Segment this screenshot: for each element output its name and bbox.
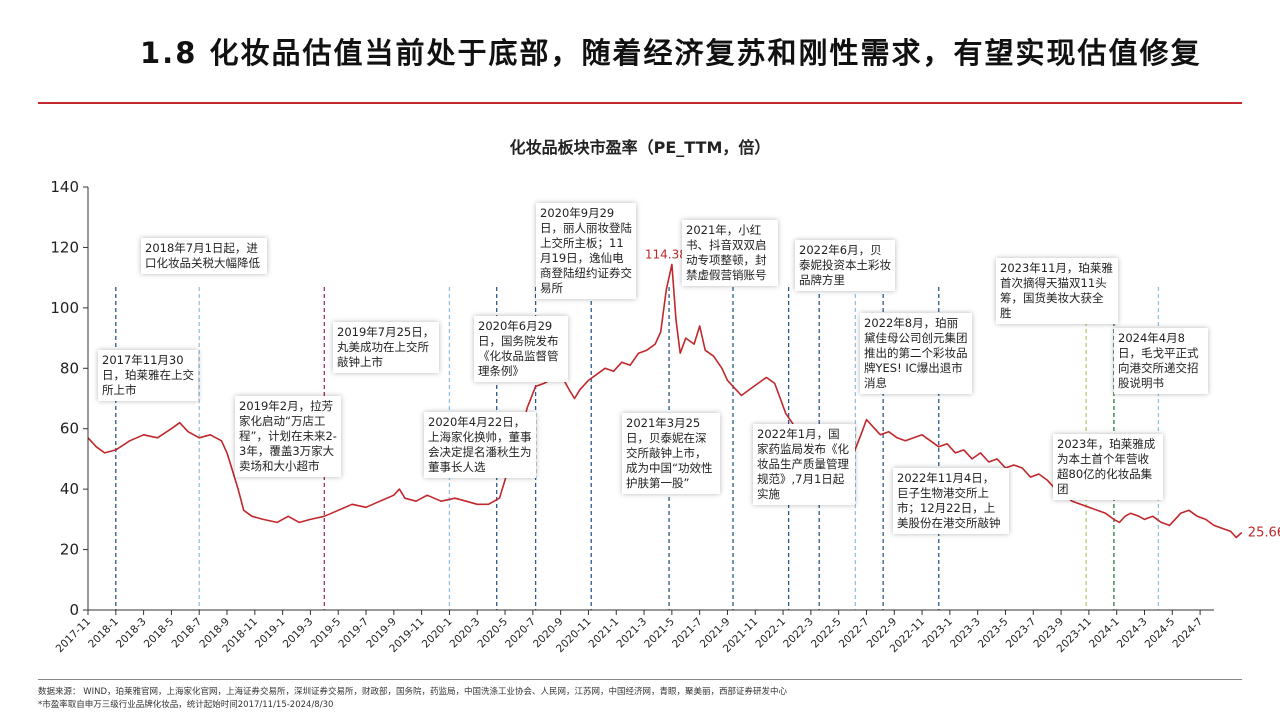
annotation-2020-6: 2020年6月29日，国务院发布《化妆品监督管理条例》 bbox=[474, 316, 568, 382]
x-tick-label: 2018-7 bbox=[170, 616, 205, 651]
annotation-2022-8: 2022年8月，珀丽黛佳母公司创元集团推出的第二个彩妆品牌YES! IC爆出退市… bbox=[860, 313, 972, 394]
slide-title: 1.8 化妆品估值当前处于底部，随着经济复苏和刚性需求，有望实现估值修复 bbox=[140, 36, 1202, 70]
x-tick-label: 2019-1 bbox=[253, 616, 288, 651]
x-tick-label: 2018-3 bbox=[114, 616, 149, 651]
x-tick-label: 2021-1 bbox=[587, 616, 622, 651]
title-divider bbox=[38, 102, 1242, 104]
annotation-2018-7: 2018年7月1日起，进口化妆品关税大幅降低 bbox=[141, 238, 267, 274]
x-tick-label: 2018-1 bbox=[86, 616, 121, 651]
x-tick-label: 2024-5 bbox=[1143, 616, 1178, 651]
x-tick-label: 2021-5 bbox=[642, 616, 677, 651]
x-tick-label: 2023-1 bbox=[920, 616, 955, 651]
annotation-2023-11: 2023年11月，珀莱雅首次摘得天猫双11头筹，国货美妆大获全胜 bbox=[996, 258, 1118, 324]
chart-title: 化妆品板块市盈率（PE_TTM，倍） bbox=[509, 138, 771, 157]
x-tick-label: 2020-5 bbox=[475, 616, 510, 651]
y-tick-label: 40 bbox=[60, 480, 79, 498]
x-tick-label: 2024-3 bbox=[1115, 616, 1150, 651]
footer-divider bbox=[38, 679, 1242, 680]
peak-value-label: 114.38 bbox=[645, 247, 687, 261]
annotation-2021-3: 2021年3月25日，贝泰妮在深交所敲钟上市，成为中国“功效性护肤第一股” bbox=[622, 413, 720, 494]
annotation-2022-6: 2022年6月，贝泰妮投资本土彩妆品牌方里 bbox=[795, 240, 895, 291]
x-tick-label: 2020-7 bbox=[503, 616, 538, 651]
x-tick-label: 2022-1 bbox=[753, 616, 788, 651]
x-tick-label: 2022-3 bbox=[781, 616, 816, 651]
annotation-2021: 2021年，小红书、抖音双双启动专项整顿，封禁虚假营销账号 bbox=[682, 220, 778, 286]
annotation-2023: 2023年，珀莱雅成为本土首个年营收超80亿的化妆品集团 bbox=[1053, 434, 1163, 500]
x-tick-label: 2022-7 bbox=[837, 616, 872, 651]
annotation-2022-1: 2022年1月，国家药监局发布《化妆品生产质量管理规范》,7月1日起实施 bbox=[753, 424, 855, 505]
x-tick-label: 2018-5 bbox=[142, 616, 177, 651]
y-tick-label: 60 bbox=[60, 420, 79, 438]
x-tick-label: 2024-1 bbox=[1087, 616, 1122, 651]
annotation-2020-4: 2020年4月22日，上海家化换帅，董事会决定提名潘秋生为董事长人选 bbox=[424, 412, 536, 478]
x-tick-label: 2017-11 bbox=[54, 616, 94, 656]
pe-series-line bbox=[87, 263, 1243, 539]
y-tick-label: 0 bbox=[69, 601, 79, 619]
x-tick-label: 2019-5 bbox=[309, 616, 344, 651]
x-tick-label: 2023-7 bbox=[1004, 616, 1039, 651]
x-tick-label: 2019-7 bbox=[336, 616, 371, 651]
y-tick-label: 140 bbox=[50, 178, 79, 196]
x-tick-label: 2019-3 bbox=[281, 616, 316, 651]
annotation-2020-9: 2020年9月29日，丽人丽妆登陆上交所主板；11月19日，逸仙电商登陆纽约证券… bbox=[536, 203, 636, 299]
annotation-2017-11: 2017年11月30日，珀莱雅在上交所上市 bbox=[98, 350, 198, 401]
last-value-label: 25.66 bbox=[1248, 525, 1280, 540]
y-tick-label: 20 bbox=[60, 541, 79, 559]
footnote: *市盈率取自申万三级行业品牌化妆品，统计起始时间2017/11/15-2024/… bbox=[38, 700, 334, 710]
x-tick-label: 2024-7 bbox=[1170, 616, 1205, 651]
annotation-2024-4: 2024年4月8日，毛戈平正式向港交所递交招股说明书 bbox=[1114, 328, 1208, 394]
x-tick-label: 2020-3 bbox=[448, 616, 483, 651]
x-tick-label: 2020-1 bbox=[420, 616, 455, 651]
x-tick-label: 2022-5 bbox=[809, 616, 844, 651]
annotation-2019-7: 2019年7月25日，丸美成功在上交所敲钟上市 bbox=[333, 322, 439, 373]
annotation-2019-2: 2019年2月，拉芳家化启动“万店工程”，计划在未来2-3年，覆盖3万家大卖场和… bbox=[235, 396, 341, 477]
x-tick-label: 2023-5 bbox=[976, 616, 1011, 651]
y-tick-label: 80 bbox=[60, 359, 79, 377]
y-tick-label: 120 bbox=[50, 238, 79, 256]
x-tick-label: 2021-3 bbox=[614, 616, 649, 651]
x-tick-label: 2021-7 bbox=[670, 616, 705, 651]
source-note: 数据来源： WIND，珀莱雅官网，上海家化官网，上海证券交易所，深圳证券交易所，… bbox=[38, 687, 788, 697]
annotation-2022-11: 2022年11月4日，巨子生物港交所上市；12月22日，上美股份在港交所敲钟 bbox=[893, 468, 1009, 534]
y-tick-label: 100 bbox=[50, 299, 79, 317]
x-tick-label: 2023-3 bbox=[948, 616, 983, 651]
